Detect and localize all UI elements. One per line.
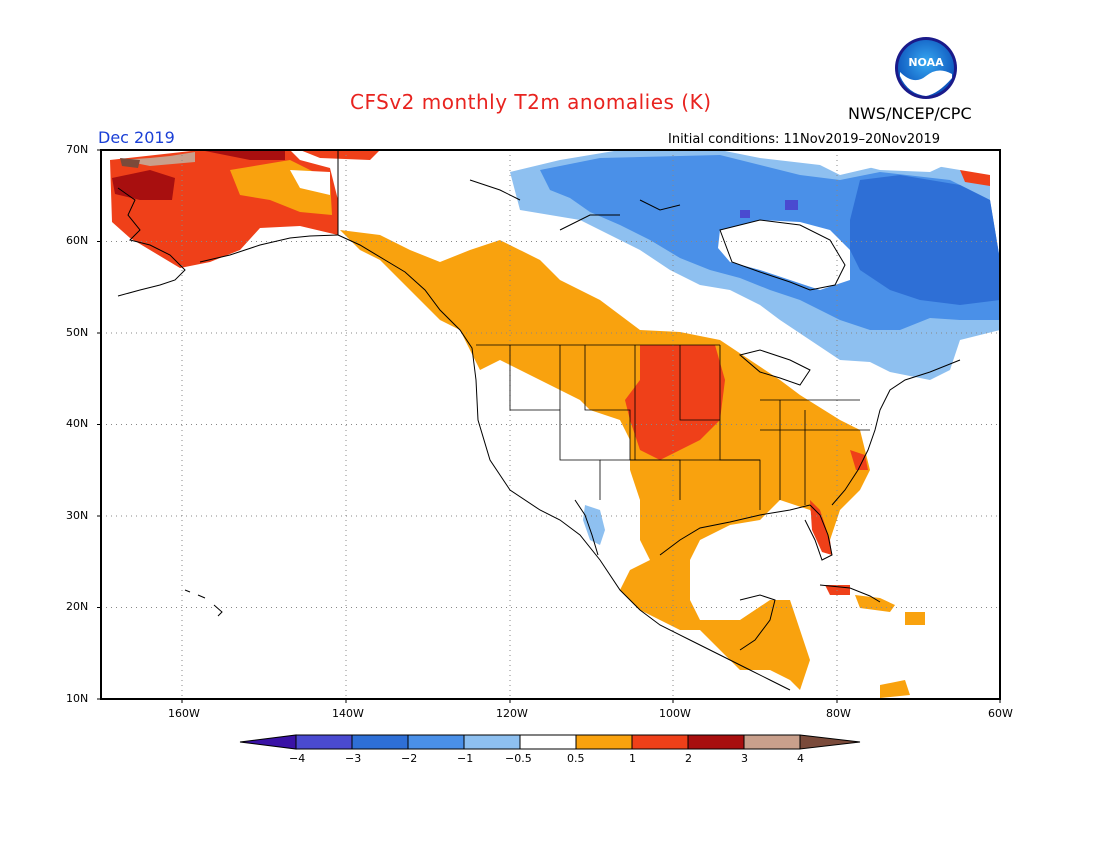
lat-label-10n: 10N [66,692,89,705]
coastlines [117,150,961,691]
lat-label-70n: 70N [66,143,89,156]
colorbar-label: −1 [457,752,474,765]
lon-label-100w: 100W [659,707,691,720]
colorbar-label: −2 [401,752,418,765]
colorbar-label: 0.5 [567,752,585,765]
logo-text: NOAA [908,56,944,69]
colorbar-label: −0.5 [505,752,532,765]
colorbar-label: 4 [797,752,804,765]
lon-label-80w: 80W [826,707,851,720]
initial-conditions: Initial conditions: 11Nov2019–20Nov2019 [668,132,940,147]
colorbar-label: −4 [289,752,306,765]
lat-label-20n: 20N [66,600,89,613]
forecast-month: Dec 2019 [98,128,175,147]
lat-label-50n: 50N [66,326,89,339]
colorbar-label: −3 [345,752,362,765]
noaa-logo: NOAA [895,37,957,99]
anomaly-fill [110,150,1000,698]
colorbar-label: 1 [629,752,636,765]
state-borders [476,344,870,510]
colorbar-label: 3 [741,752,748,765]
lon-label-140w: 140W [332,707,364,720]
lon-label-60w: 60W [988,707,1013,720]
lat-label-30n: 30N [66,509,89,522]
lon-label-120w: 120W [496,707,528,720]
lat-label-60n: 60N [66,234,89,247]
colorbar [239,734,861,750]
colorbar-label: 2 [685,752,692,765]
lon-label-160w: 160W [168,707,200,720]
agency-label: NWS/NCEP/CPC [848,104,972,123]
map-title: CFSv2 monthly T2m anomalies (K) [350,90,712,114]
lat-label-40n: 40N [66,417,89,430]
